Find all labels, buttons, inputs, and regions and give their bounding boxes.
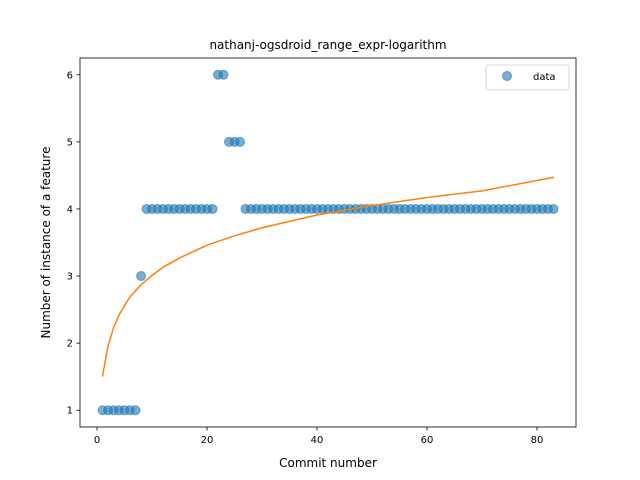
- x-tick-label: 20: [201, 435, 214, 446]
- x-tick-label: 40: [311, 435, 324, 446]
- y-tick-label: 5: [67, 137, 73, 148]
- x-tick-label: 0: [94, 435, 100, 446]
- plot-area: [80, 58, 576, 427]
- x-tick-label: 60: [421, 435, 434, 446]
- data-point: [136, 271, 147, 282]
- data-point: [235, 136, 246, 147]
- y-axis-label: Number of instance of a feature: [39, 147, 53, 339]
- data-point: [130, 405, 141, 416]
- y-tick-label: 2: [67, 339, 73, 350]
- y-tick-label: 1: [67, 406, 73, 417]
- fit-line: [101, 176, 555, 377]
- legend-marker-data: [502, 71, 512, 81]
- y-tick-label: 6: [67, 70, 73, 81]
- x-tick-label: 80: [531, 435, 544, 446]
- fit-line-layer: [101, 176, 555, 377]
- x-ticks: 0 20 40 60 80: [94, 427, 543, 446]
- y-tick-label: 4: [67, 204, 73, 215]
- legend-label-data: data: [533, 72, 556, 83]
- x-axis-label: Commit number: [279, 456, 377, 470]
- chart-title: nathanj-ogsdroid_range_expr-logarithm: [209, 38, 446, 52]
- data-point: [218, 69, 229, 80]
- y-ticks: 1 2 3 4 5 6: [67, 70, 80, 417]
- data-point: [207, 203, 218, 214]
- axes-frame: [79, 57, 577, 428]
- y-tick-label: 3: [67, 272, 73, 283]
- legend-box: [485, 64, 570, 91]
- data-point: [548, 203, 559, 214]
- scatter-layer: [97, 69, 559, 416]
- legend: data: [485, 64, 570, 91]
